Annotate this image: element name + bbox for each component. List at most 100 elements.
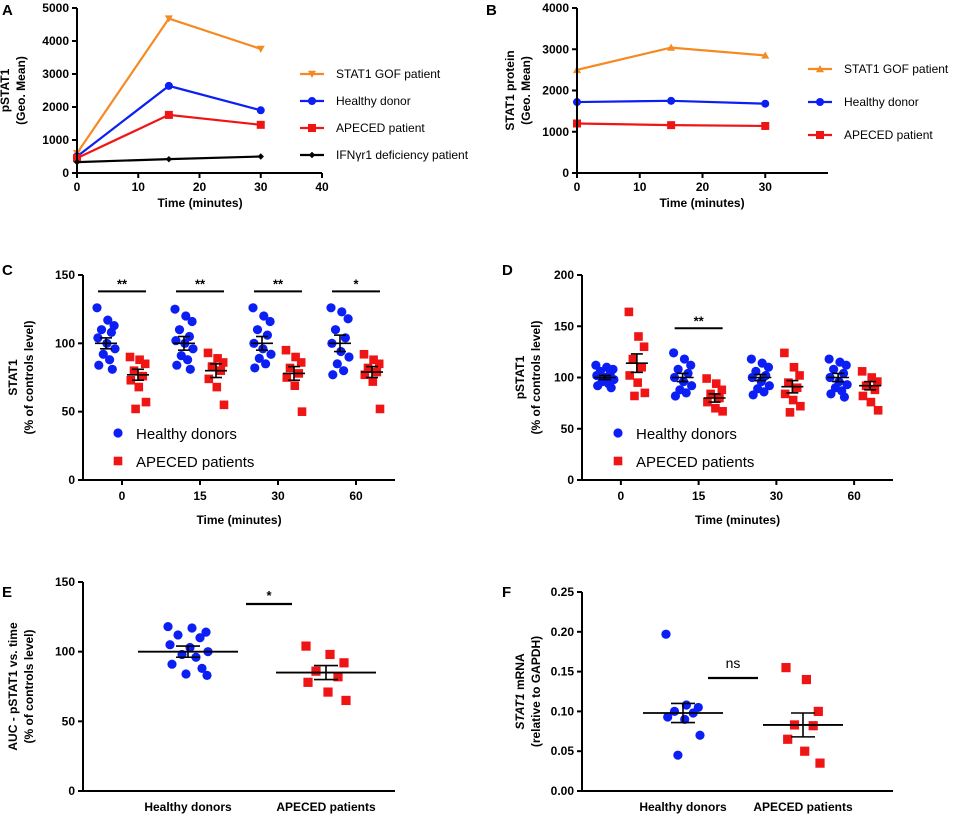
healthy-point [337,307,347,317]
healthy-point [839,392,850,402]
x-tick-label: 10 [132,180,146,194]
panel-label-c: C [2,262,13,279]
healthy-point [824,354,834,364]
healthy-point [332,359,342,369]
apeced-point [291,352,300,362]
data-point [164,81,173,90]
healthy-point [763,362,774,372]
x-axis-title: Time (minutes) [157,196,242,210]
healthy-point [202,670,212,680]
y-tick-label: 100 [554,371,574,385]
apeced-point [135,355,144,365]
y-axis-title: STAT1 protein [503,50,517,130]
apeced-point [796,401,805,411]
apeced-point [624,307,634,317]
y-tick-label: 0.10 [551,704,575,718]
healthy-point [201,627,211,637]
healthy-point [106,327,116,337]
y-axis-title: (Geo. Mean) [519,56,533,125]
apeced-point [374,359,384,369]
legend-label: Healthy donors [136,426,237,443]
data-point [164,15,173,23]
healthy-point [606,383,616,393]
apeced-point [783,734,793,744]
significance-label: * [353,276,359,291]
apeced-point [339,658,349,668]
y-tick-label: 1000 [42,133,69,147]
apeced-point [815,758,825,768]
apeced-point [203,348,213,358]
healthy-point [185,364,195,374]
legend-label: Healthy donor [844,95,919,109]
apeced-point [867,373,877,382]
healthy-point [103,315,113,325]
legend-label: APECED patients [636,454,754,471]
x-tick-label: 40 [315,180,329,194]
legend-marker [308,124,316,132]
x-tick-label: 10 [633,180,647,194]
healthy-point [669,348,679,358]
y-tick-label: 150 [55,575,75,589]
panel-label-f: F [502,584,511,601]
apeced-point [634,332,643,341]
y-tick-label: 50 [62,405,76,419]
healthy-point [187,316,197,327]
healthy-point [326,303,336,313]
y-axis-title: (% of controls level) [22,629,36,743]
healthy-point [250,363,260,373]
apeced-point [792,383,802,393]
apeced-point [702,374,711,383]
apeced-point [717,385,727,395]
healthy-point [259,311,269,321]
healthy-point [258,344,268,354]
apeced-point [857,367,867,376]
y-axis-title: pSTAT1 [0,68,12,112]
healthy-point [252,325,263,335]
healthy-point [826,389,836,399]
y-axis-title-italic: STAT1 [513,693,527,730]
x-tick-label: 0 [618,489,625,503]
y-axis-title: (Geo. Mean) [14,56,28,125]
data-point [667,96,676,105]
legend-label: STAT1 GOF patient [336,67,441,81]
legend-label: APECED patients [136,454,254,471]
apeced-point [703,397,712,407]
healthy-point [330,325,341,335]
healthy-point [188,344,198,354]
apeced-point [134,382,144,392]
y-tick-label: 0.25 [551,585,575,599]
x-tick-label: APECED patients [276,800,376,814]
significance-label: ** [694,313,705,328]
healthy-point [687,381,697,391]
y-tick-label: 1000 [542,125,569,139]
data-point [165,155,173,163]
data-point [667,43,676,51]
panel-f-chart: Healthy donors APECED patients ns 0.00 0.05 0… [513,585,893,814]
apeced-point [711,403,720,413]
healthy-point [94,360,104,370]
healthy-point [181,669,191,679]
apeced-point [301,641,311,651]
healthy-point [167,659,177,669]
panel-label-a: A [2,2,13,19]
data-point [761,99,770,108]
apeced-point [640,388,650,398]
healthy-point [679,354,690,364]
y-tick-label: 4000 [542,1,569,15]
apeced-point [781,663,791,673]
healthy-point [265,316,275,327]
apeced-point [131,404,140,414]
data-point [164,110,173,119]
healthy-point [681,388,691,398]
healthy-point [173,630,183,640]
healthy-point [183,355,193,365]
significance-label: ** [273,276,284,291]
data-point [256,120,265,129]
y-tick-label: 0 [567,473,574,487]
healthy-point [93,333,103,343]
y-axis-title: (% of controls level) [22,320,36,434]
y-tick-label: 5000 [42,1,69,15]
healthy-point [673,364,683,374]
legend-label: APECED patient [844,128,933,142]
apeced-point [858,391,868,401]
